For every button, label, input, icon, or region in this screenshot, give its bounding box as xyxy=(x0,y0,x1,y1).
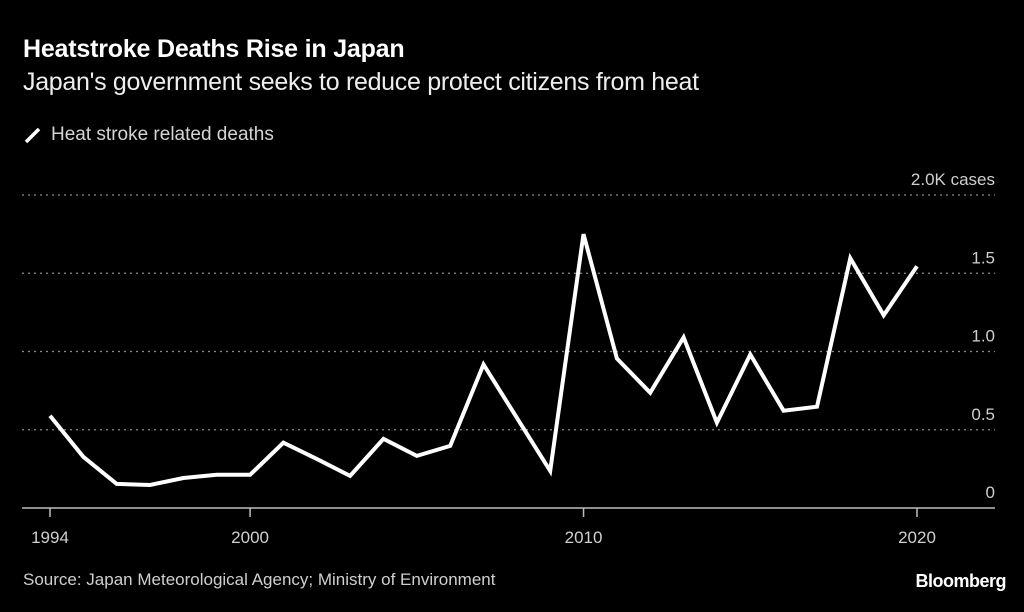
y-tick-label: 0.5 xyxy=(971,405,995,424)
series-line xyxy=(48,233,919,488)
x-tick-label: 2000 xyxy=(231,528,269,547)
y-tick-label: 2.0K cases xyxy=(911,170,995,189)
bloomberg-logo: Bloomberg xyxy=(915,571,1006,591)
gridlines xyxy=(22,194,995,431)
y-tick-label: 1.5 xyxy=(971,248,995,267)
source-note: Source: Japan Meteorological Agency; Min… xyxy=(23,570,496,589)
y-axis-labels: 0 0.5 1.0 1.5 2.0K cases xyxy=(911,170,995,502)
chart-subtitle: Japan's government seeks to reduce prote… xyxy=(23,68,699,96)
legend: Heat stroke related deaths xyxy=(23,124,274,146)
line-swatch-icon xyxy=(24,127,41,144)
x-tick-label: 2020 xyxy=(898,528,936,547)
chart-title: Heatstroke Deaths Rise in Japan xyxy=(23,35,405,63)
x-tick-label: 2010 xyxy=(565,528,603,547)
series xyxy=(48,233,919,488)
x-tick-label: 1994 xyxy=(31,528,69,547)
y-tick-label: 1.0 xyxy=(971,327,995,346)
y-tick-label: 0 xyxy=(986,483,995,502)
legend-label: Heat stroke related deaths xyxy=(51,124,274,145)
x-axis: 1994 2000 2010 2020 xyxy=(22,507,995,547)
